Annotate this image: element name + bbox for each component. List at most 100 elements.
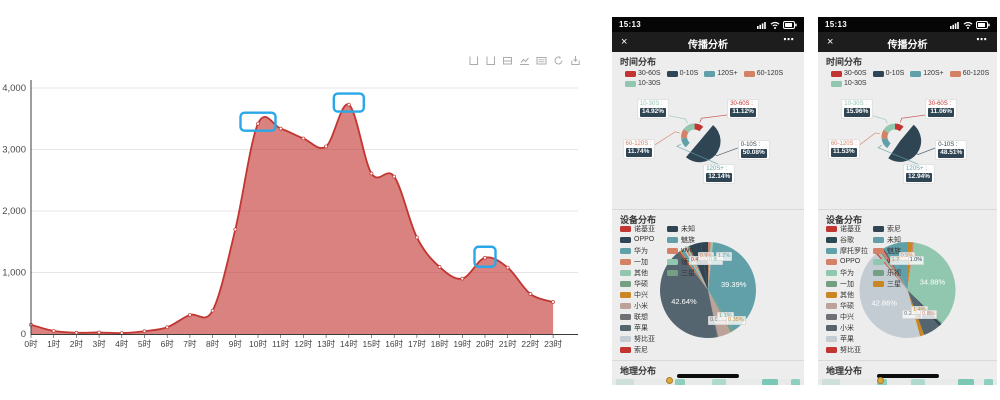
donut-slice[interactable]: [881, 129, 889, 140]
pie-slice[interactable]: [882, 248, 908, 290]
legend-item[interactable]: 谷歌: [826, 236, 868, 244]
magic-type-icon[interactable]: [502, 55, 513, 66]
legend-item[interactable]: 30-60S: [625, 70, 661, 77]
donut-slice[interactable]: [681, 137, 690, 148]
legend-item[interactable]: 努比亚: [620, 335, 655, 343]
donut-slice-selected[interactable]: [685, 125, 721, 163]
pie-slice[interactable]: [879, 250, 908, 290]
legend-item[interactable]: 小米: [620, 302, 655, 310]
legend-item[interactable]: 诺基亚: [620, 225, 655, 233]
legend-item[interactable]: vivo: [667, 247, 695, 254]
legend-swatch: [625, 70, 636, 77]
pie-slice[interactable]: [679, 250, 708, 290]
legend-item[interactable]: 60-120S: [743, 70, 783, 77]
map-region-blob: [790, 379, 800, 385]
pie-slice[interactable]: [678, 251, 708, 290]
line-chart-icon[interactable]: [519, 55, 530, 66]
legend-item[interactable]: 未知: [667, 225, 695, 233]
legend-item[interactable]: 0-10S: [666, 70, 698, 77]
legend-label: 0-10S: [885, 70, 905, 77]
donut-slice[interactable]: [683, 123, 695, 133]
legend-item[interactable]: 中兴: [620, 291, 655, 299]
x-axis-label: 15时: [363, 339, 381, 349]
legend-item[interactable]: 努比亚: [826, 346, 868, 354]
save-image-icon[interactable]: [570, 55, 581, 66]
legend-item[interactable]: 索尼: [620, 346, 655, 354]
legend-swatch: [826, 302, 837, 309]
legend-item[interactable]: 华硕: [620, 280, 655, 288]
legend-item[interactable]: 华硕: [826, 302, 868, 310]
legend-item[interactable]: 其他: [826, 291, 868, 299]
close-icon[interactable]: ×: [827, 36, 834, 48]
donut-slice-selected[interactable]: [888, 124, 922, 162]
legend-item[interactable]: 魅族: [667, 236, 695, 244]
legend-item[interactable]: 中兴: [826, 313, 868, 321]
donut-slice[interactable]: [881, 138, 891, 149]
legend-item[interactable]: 10-30S: [831, 80, 867, 87]
map-marker-dot: [665, 377, 673, 384]
pie-slice[interactable]: [689, 242, 708, 290]
legend-item[interactable]: 一加: [620, 258, 655, 266]
donut-slice[interactable]: [681, 129, 689, 139]
tiny-percent-label: 0.8%: [920, 310, 937, 319]
label-leader-line: [699, 114, 728, 123]
legend-item[interactable]: 一加: [826, 280, 868, 288]
legend-label: 魅族: [681, 236, 695, 244]
legend-item[interactable]: 未知: [873, 236, 901, 244]
legend-item[interactable]: OPPO: [620, 236, 655, 243]
pie-slice[interactable]: [880, 249, 908, 290]
legend-item[interactable]: 0-10S: [872, 70, 905, 77]
legend-item[interactable]: 60-120S: [949, 70, 989, 77]
legend-item[interactable]: 小米: [826, 324, 868, 332]
pie-slice[interactable]: [876, 252, 908, 290]
legend-item[interactable]: 120S+: [704, 70, 738, 77]
pie-slice[interactable]: [680, 248, 708, 290]
legend-label: 努比亚: [634, 335, 655, 343]
pie-slice[interactable]: [708, 290, 719, 338]
map-glimpse: [612, 379, 804, 385]
legend-item[interactable]: 三星: [667, 269, 695, 277]
data-view-icon[interactable]: [536, 55, 547, 66]
legend-item[interactable]: 索尼: [873, 225, 901, 233]
legend-label: 小米: [840, 324, 854, 332]
legend-item[interactable]: 锤子: [667, 258, 695, 266]
legend-item[interactable]: 联想: [620, 313, 655, 321]
pie-slice[interactable]: [877, 250, 908, 290]
legend-item[interactable]: 诺基亚: [826, 225, 868, 233]
legend-item[interactable]: 苹果: [620, 324, 655, 332]
legend-swatch: [826, 313, 837, 320]
legend-item[interactable]: 120S+: [910, 70, 944, 77]
restore-icon[interactable]: [553, 55, 564, 66]
label-leader-line: [877, 144, 918, 165]
legend-item[interactable]: 摩托罗拉: [826, 247, 868, 255]
slice-label: 0-10S :48.51%: [935, 140, 968, 160]
more-icon[interactable]: ⋯: [783, 34, 795, 46]
legend-label: 10-30S: [638, 80, 661, 87]
legend-item[interactable]: 华为: [826, 269, 868, 277]
legend-item[interactable]: OPPO: [826, 258, 868, 265]
legend-item[interactable]: 30-60S: [831, 70, 867, 77]
legend-item[interactable]: 三星: [873, 280, 901, 288]
legend-item[interactable]: 其他: [620, 269, 655, 277]
close-icon[interactable]: ×: [621, 36, 628, 48]
legend-item[interactable]: 华为: [620, 247, 655, 255]
pie-slice[interactable]: [882, 248, 908, 290]
chart-toolbox: [468, 55, 581, 66]
donut-slice[interactable]: [894, 123, 904, 132]
donut-slice[interactable]: [694, 123, 704, 132]
legend-item[interactable]: 魅族: [873, 247, 901, 255]
legend-item[interactable]: 苹果: [826, 335, 868, 343]
legend-swatch: [620, 280, 631, 287]
legend-item[interactable]: 10-30S: [625, 80, 661, 87]
stack-icon[interactable]: [468, 55, 479, 66]
more-icon[interactable]: ⋯: [976, 34, 988, 46]
legend-swatch: [873, 280, 884, 287]
tiled-icon[interactable]: [485, 55, 496, 66]
data-point-marker: [165, 325, 170, 330]
area-chart-plot: 0 1,000 2,000 3,000 4,000 0时 1时 2时 3时 4时 5时 6时 7时 8时 9…: [2, 80, 578, 349]
legend-swatch: [666, 70, 678, 77]
legend-item[interactable]: 乐视: [873, 269, 901, 277]
donut-slice[interactable]: [883, 123, 895, 133]
legend-swatch: [620, 269, 631, 276]
home-indicator: [876, 374, 939, 378]
